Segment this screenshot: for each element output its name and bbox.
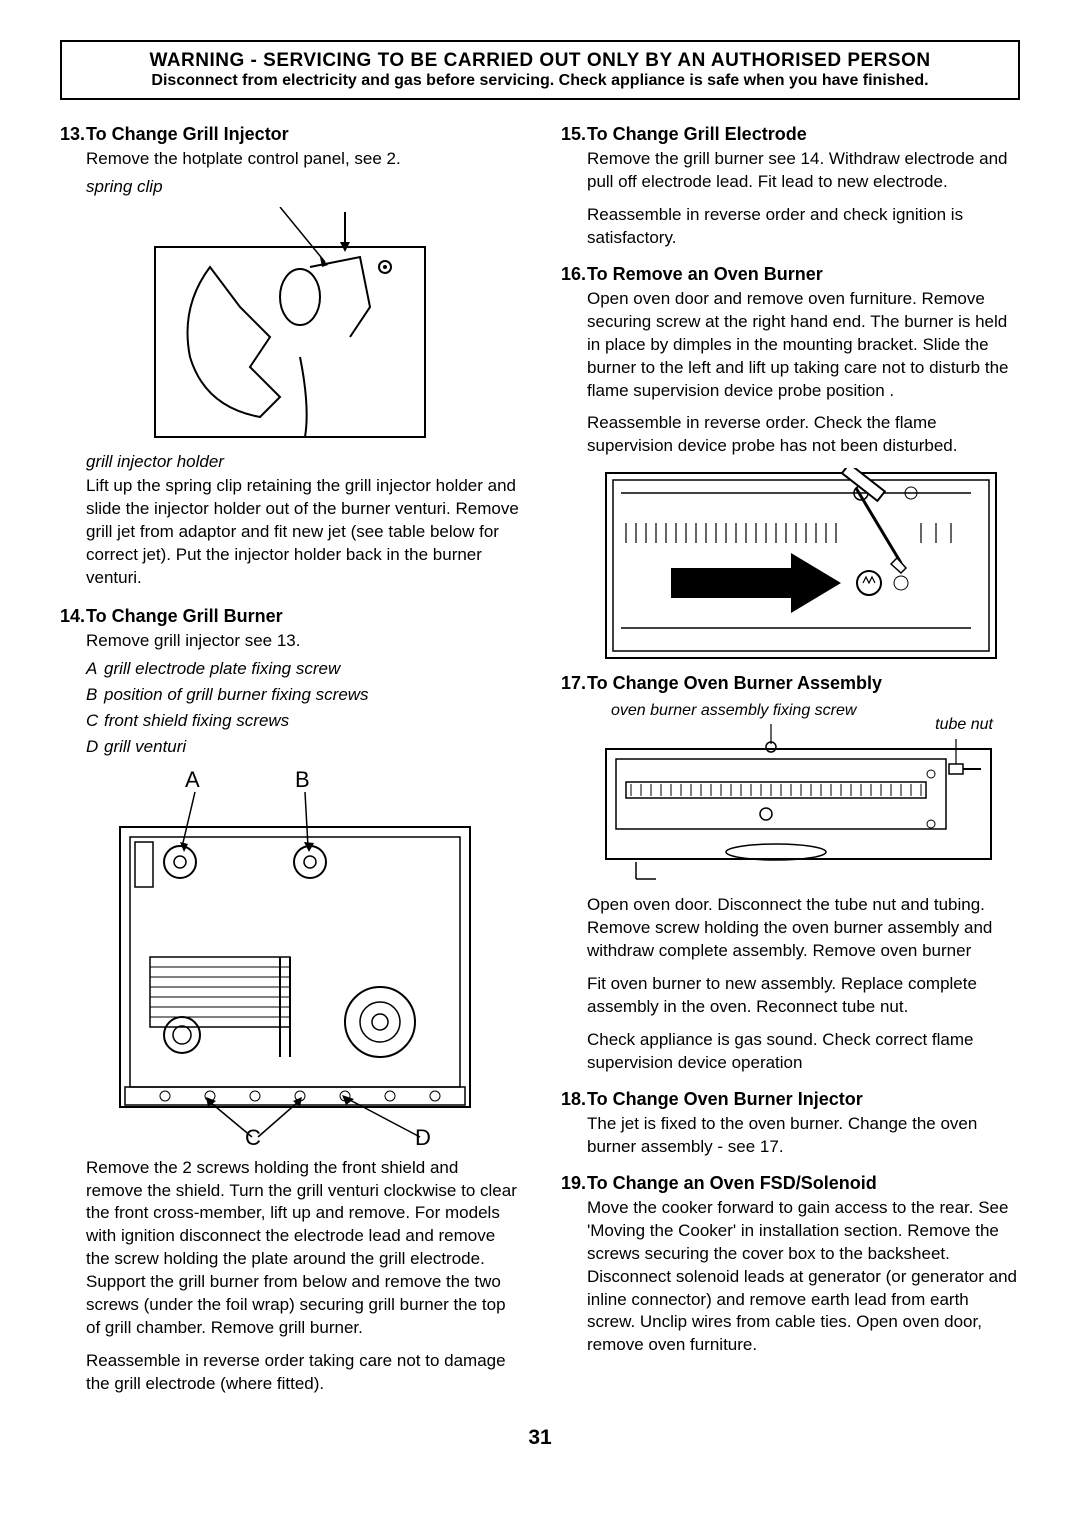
figure-oven-burner-assembly: oven burner assembly fixing screw tube n… (601, 704, 1001, 884)
legend-C: Cfront shield fixing screws (86, 711, 519, 731)
fig-label-D: D (415, 1125, 431, 1151)
section-16-p2: Reassemble in reverse order. Check the f… (587, 412, 1020, 458)
section-title-text: To Remove an Oven Burner (587, 264, 823, 285)
fig-label-C: C (245, 1125, 261, 1151)
legend-B: Bposition of grill burner fixing screws (86, 685, 519, 705)
fig-label-B: B (295, 767, 310, 793)
legend-list: Agrill electrode plate fixing screw Bpos… (86, 659, 519, 757)
section-13-p2: Lift up the spring clip retaining the gr… (86, 475, 519, 590)
section-19-title: 19. To Change an Oven FSD/Solenoid (561, 1173, 1020, 1194)
section-18-title: 18. To Change Oven Burner Injector (561, 1089, 1020, 1110)
section-title-text: To Change Oven Burner Injector (587, 1089, 863, 1110)
label-spring-clip: spring clip (86, 177, 519, 197)
warning-box: WARNING - SERVICING TO BE CARRIED OUT ON… (60, 40, 1020, 100)
fig-label-A: A (185, 767, 200, 793)
page-number: 31 (60, 1426, 1020, 1450)
section-14-p2: Remove the 2 screws holding the front sh… (86, 1157, 519, 1341)
section-num: 13. (60, 124, 86, 145)
section-title-text: To Change Grill Injector (86, 124, 289, 145)
section-17-p3: Check appliance is gas sound. Check corr… (587, 1029, 1020, 1075)
content-columns: 13. To Change Grill Injector Remove the … (60, 118, 1020, 1396)
legend-D: Dgrill venturi (86, 737, 519, 757)
section-17-title: 17. To Change Oven Burner Assembly (561, 673, 1020, 694)
figure-grill-burner: A B C D (110, 767, 490, 1147)
section-num: 14. (60, 606, 86, 627)
section-num: 19. (561, 1173, 587, 1194)
label-tube-nut: tube nut (935, 716, 993, 734)
figure-grill-injector (150, 207, 430, 442)
section-title-text: To Change an Oven FSD/Solenoid (587, 1173, 877, 1194)
section-16-p1: Open oven door and remove oven furniture… (587, 288, 1020, 403)
section-title-text: To Change Grill Burner (86, 606, 283, 627)
figure-oven-burner (601, 468, 1001, 663)
section-17-p1: Open oven door. Disconnect the tube nut … (587, 894, 1020, 963)
section-title-text: To Change Oven Burner Assembly (587, 673, 882, 694)
left-column: 13. To Change Grill Injector Remove the … (60, 118, 519, 1396)
legend-A: Agrill electrode plate fixing screw (86, 659, 519, 679)
section-13-title: 13. To Change Grill Injector (60, 124, 519, 145)
section-num: 18. (561, 1089, 587, 1110)
warning-line2: Disconnect from electricity and gas befo… (76, 72, 1004, 90)
section-num: 15. (561, 124, 587, 145)
section-15-p1: Remove the grill burner see 14. Withdraw… (587, 148, 1020, 194)
section-16-title: 16. To Remove an Oven Burner (561, 264, 1020, 285)
section-18-p1: The jet is fixed to the oven burner. Cha… (587, 1113, 1020, 1159)
section-14-p1: Remove grill injector see 13. (86, 630, 519, 653)
section-num: 17. (561, 673, 587, 694)
section-15-p2: Reassemble in reverse order and check ig… (587, 204, 1020, 250)
label-injector-holder: grill injector holder (86, 452, 519, 472)
section-14-title: 14. To Change Grill Burner (60, 606, 519, 627)
section-19-p1: Move the cooker forward to gain access t… (587, 1197, 1020, 1358)
right-column: 15. To Change Grill Electrode Remove the… (561, 118, 1020, 1396)
label-assembly-screw: oven burner assembly fixing screw (611, 702, 856, 720)
section-14-p3: Reassemble in reverse order taking care … (86, 1350, 519, 1396)
section-num: 16. (561, 264, 587, 285)
warning-line1: WARNING - SERVICING TO BE CARRIED OUT ON… (76, 50, 1004, 72)
section-17-p2: Fit oven burner to new assembly. Replace… (587, 973, 1020, 1019)
section-13-p1: Remove the hotplate control panel, see 2… (86, 148, 519, 171)
section-title-text: To Change Grill Electrode (587, 124, 807, 145)
section-15-title: 15. To Change Grill Electrode (561, 124, 1020, 145)
